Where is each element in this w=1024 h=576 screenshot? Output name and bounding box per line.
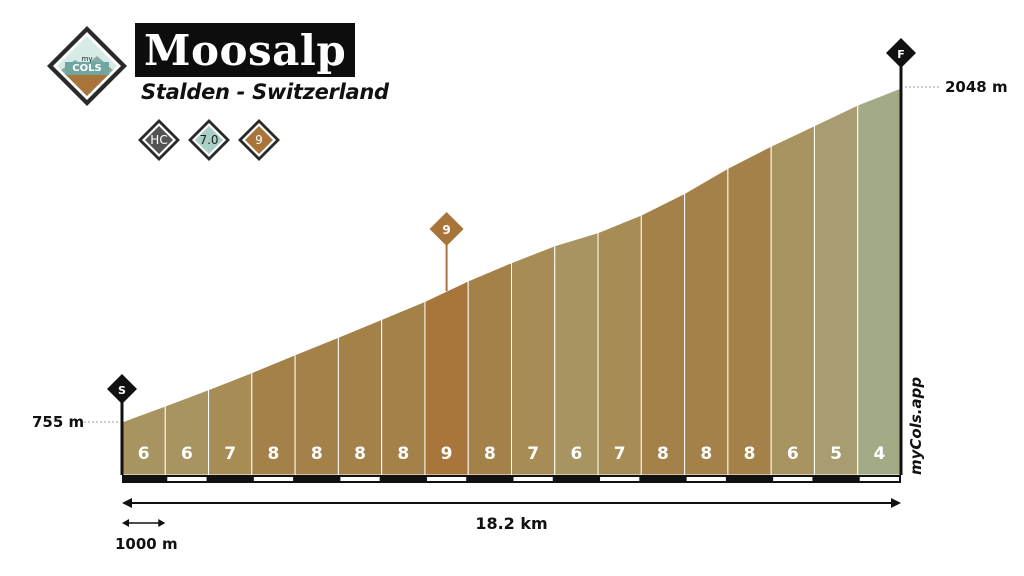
profile-segment bbox=[770, 124, 815, 476]
segment-gradient-label: 4 bbox=[873, 444, 885, 464]
mycols-logo: my COLS bbox=[45, 24, 129, 108]
scale-bar-tick bbox=[686, 477, 726, 481]
scale-bar-tick bbox=[253, 477, 294, 481]
segment-gradient-label: 6 bbox=[181, 444, 193, 464]
logo-text-my: my bbox=[81, 55, 93, 63]
logo-text-cols: COLS bbox=[65, 62, 109, 75]
profile-segment bbox=[727, 145, 772, 476]
segment-gradient-label: 7 bbox=[527, 444, 539, 464]
scale-bar-tick bbox=[859, 477, 899, 481]
category-badge-label: HC bbox=[150, 133, 168, 147]
scale-bar-tick bbox=[773, 477, 813, 481]
profile-segment bbox=[640, 192, 686, 476]
scale-bar-tick bbox=[340, 477, 380, 481]
segment-gradient-label: 8 bbox=[700, 444, 712, 464]
segment-gradient-label: 8 bbox=[268, 444, 280, 464]
segment-gradient-label: 8 bbox=[657, 444, 669, 464]
start-marker-label: S bbox=[118, 384, 126, 397]
category-badge: HC bbox=[137, 118, 181, 162]
segment-gradient-label: 7 bbox=[224, 444, 236, 464]
climb-location: Stalden - Switzerland bbox=[141, 80, 389, 104]
segment-gradient-label: 6 bbox=[138, 444, 150, 464]
segment-gradient-label: 8 bbox=[311, 444, 323, 464]
segment-gradient-label: 6 bbox=[570, 444, 582, 464]
max-gradient-marker bbox=[429, 212, 464, 246]
profile-segment bbox=[684, 167, 729, 476]
total-distance-label: 18.2 km bbox=[475, 514, 547, 533]
total-distance-arrowhead-right bbox=[891, 498, 901, 508]
scale-arrowhead-left bbox=[122, 519, 129, 527]
profile-segment bbox=[857, 87, 902, 476]
scale-bar-tick bbox=[513, 477, 553, 481]
max-gradient-badge-label: 9 bbox=[255, 133, 263, 147]
distance-scale-bar bbox=[122, 475, 901, 483]
scale-bar-tick bbox=[426, 477, 467, 481]
profile-segment bbox=[121, 405, 166, 476]
start-marker bbox=[107, 374, 137, 404]
profile-segment bbox=[554, 231, 599, 476]
watermark: myCols.app bbox=[907, 377, 925, 475]
max-gradient-marker-label: 9 bbox=[442, 223, 450, 237]
segment-gradient-label: 7 bbox=[614, 444, 626, 464]
scale-arrowhead-right bbox=[158, 519, 166, 527]
start-elevation-label: 755 m bbox=[32, 413, 84, 431]
profile-segment bbox=[813, 104, 859, 476]
max-gradient-badge: 9 bbox=[237, 118, 281, 162]
finish-marker bbox=[886, 38, 916, 68]
total-distance-arrowhead-left bbox=[122, 498, 132, 508]
segment-gradient-label: 8 bbox=[354, 444, 366, 464]
scale-label: 1000 m bbox=[115, 535, 178, 553]
finish-marker-label: F bbox=[897, 48, 905, 61]
profile-segment bbox=[511, 245, 556, 476]
segment-gradient-label: 8 bbox=[397, 444, 409, 464]
difficulty-badge: 7.0 bbox=[187, 118, 231, 162]
profile-segment bbox=[597, 214, 642, 476]
difficulty-badge-label: 7.0 bbox=[199, 133, 219, 147]
segment-gradient-label: 8 bbox=[484, 444, 496, 464]
segment-gradient-label: 8 bbox=[744, 444, 756, 464]
segment-gradient-label: 9 bbox=[441, 444, 453, 464]
segment-gradient-label: 5 bbox=[830, 444, 842, 464]
segment-gradient-label: 6 bbox=[787, 444, 799, 464]
finish-elevation-label: 2048 m bbox=[945, 78, 1008, 96]
scale-bar-tick bbox=[167, 477, 207, 481]
scale-bar-tick bbox=[600, 477, 640, 481]
climb-title: Moosalp bbox=[135, 23, 356, 77]
